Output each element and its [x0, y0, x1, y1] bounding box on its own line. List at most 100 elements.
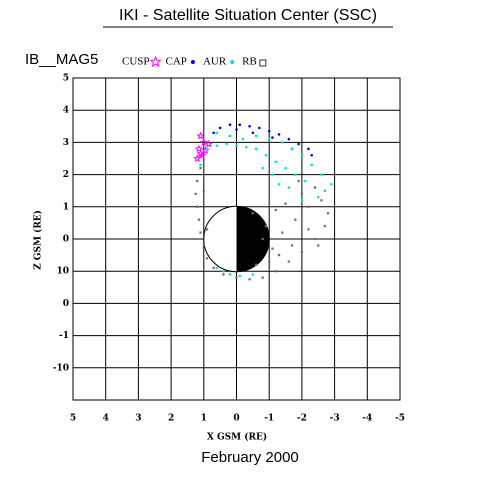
dot-point	[251, 273, 255, 276]
square-point	[248, 278, 251, 281]
dot-point	[248, 125, 251, 128]
dot-point	[261, 166, 264, 170]
star-point	[196, 149, 205, 158]
square-point	[274, 270, 277, 273]
square-point	[194, 192, 197, 196]
dot-point	[222, 269, 225, 273]
square-point	[307, 228, 310, 231]
square-point	[326, 212, 330, 215]
dot-point	[215, 144, 219, 147]
dot-point	[235, 128, 238, 131]
legend-label: AUR	[203, 56, 227, 68]
dot-point	[290, 147, 294, 151]
y-tick-label: -1	[59, 331, 69, 341]
legend-symbol	[190, 60, 195, 64]
square-point	[277, 253, 281, 257]
star-point	[204, 139, 213, 148]
legend-label: CUSP	[122, 56, 150, 68]
square-point	[300, 250, 304, 253]
dot-point	[241, 137, 245, 141]
square-point	[261, 276, 264, 279]
y-tick-label: 10	[56, 267, 69, 277]
dot-point	[316, 195, 320, 199]
y-tick-label: 1	[63, 202, 69, 212]
x-tick-label: 0	[233, 414, 239, 424]
dot-point	[267, 129, 271, 133]
dot-point	[330, 182, 333, 186]
y-tick-label: 5	[63, 74, 69, 84]
dot-point	[205, 147, 209, 151]
x-tick-label: 2	[168, 414, 174, 424]
dot-point	[274, 160, 278, 163]
y-tick-label: 0	[63, 299, 69, 309]
square-point	[271, 247, 274, 250]
square-point	[212, 266, 215, 270]
dot-point	[199, 163, 202, 167]
y-axis-label: Z GSM (RE)	[33, 210, 44, 270]
dot-point	[287, 186, 291, 189]
dot-point	[320, 173, 323, 176]
x-tick-label: -2	[297, 414, 307, 424]
dot-point	[235, 144, 238, 147]
square-point	[205, 228, 209, 231]
x-tick-label: 5	[70, 414, 76, 424]
dot-point	[281, 141, 284, 144]
legend-symbol	[149, 55, 162, 68]
earth-night	[236, 206, 270, 272]
dot-point	[277, 133, 281, 136]
legend-label: CAP	[166, 56, 187, 68]
dot-point	[212, 131, 215, 135]
y-tick-label: 3	[63, 138, 69, 148]
dot-point	[303, 179, 307, 183]
dot-point	[238, 274, 242, 278]
square-point	[323, 225, 326, 228]
x-tick-label: 4	[103, 414, 109, 424]
dot-point	[323, 189, 327, 192]
dot-point	[225, 142, 228, 146]
dot-point	[254, 134, 258, 138]
square-point	[290, 244, 294, 247]
dot-point	[254, 147, 258, 151]
x-tick-label: -1	[264, 414, 274, 424]
square-point	[202, 189, 205, 192]
star-point	[194, 144, 203, 153]
square-point	[251, 212, 254, 215]
square-point	[196, 179, 199, 183]
square-point	[202, 244, 205, 247]
square-point	[300, 192, 304, 196]
dot-point	[271, 173, 274, 176]
square-point	[197, 218, 201, 221]
dot-point	[294, 173, 297, 176]
dot-point	[251, 131, 255, 135]
square-point	[274, 208, 277, 212]
square-point	[287, 260, 290, 263]
square-point	[313, 186, 317, 189]
square-point	[196, 205, 199, 208]
y-tick-label: -10	[53, 363, 69, 373]
square-point	[281, 231, 284, 234]
square-point	[235, 276, 238, 279]
chart-footer: February 2000	[201, 449, 299, 466]
star-point	[193, 154, 202, 162]
dot-point	[310, 163, 313, 167]
legend-label: RB	[242, 56, 257, 68]
dot-point	[238, 123, 242, 126]
square-point	[297, 179, 300, 183]
x-tick-label: -4	[362, 414, 372, 424]
square-point	[222, 273, 225, 276]
dot-point	[307, 147, 310, 151]
x-tick-label: 3	[135, 414, 141, 424]
square-point	[307, 205, 310, 208]
chart-subtitle: IB__MAG5	[25, 51, 98, 68]
x-axis-label: X GSM (RE)	[207, 432, 267, 443]
dot-point	[245, 145, 248, 149]
dot-point	[258, 126, 261, 130]
square-point	[199, 167, 202, 170]
square-point	[317, 244, 320, 247]
dot-point	[228, 273, 232, 276]
square-point	[294, 218, 297, 221]
square-point	[320, 199, 323, 202]
dot-point	[300, 199, 304, 202]
dot-point	[277, 182, 281, 186]
